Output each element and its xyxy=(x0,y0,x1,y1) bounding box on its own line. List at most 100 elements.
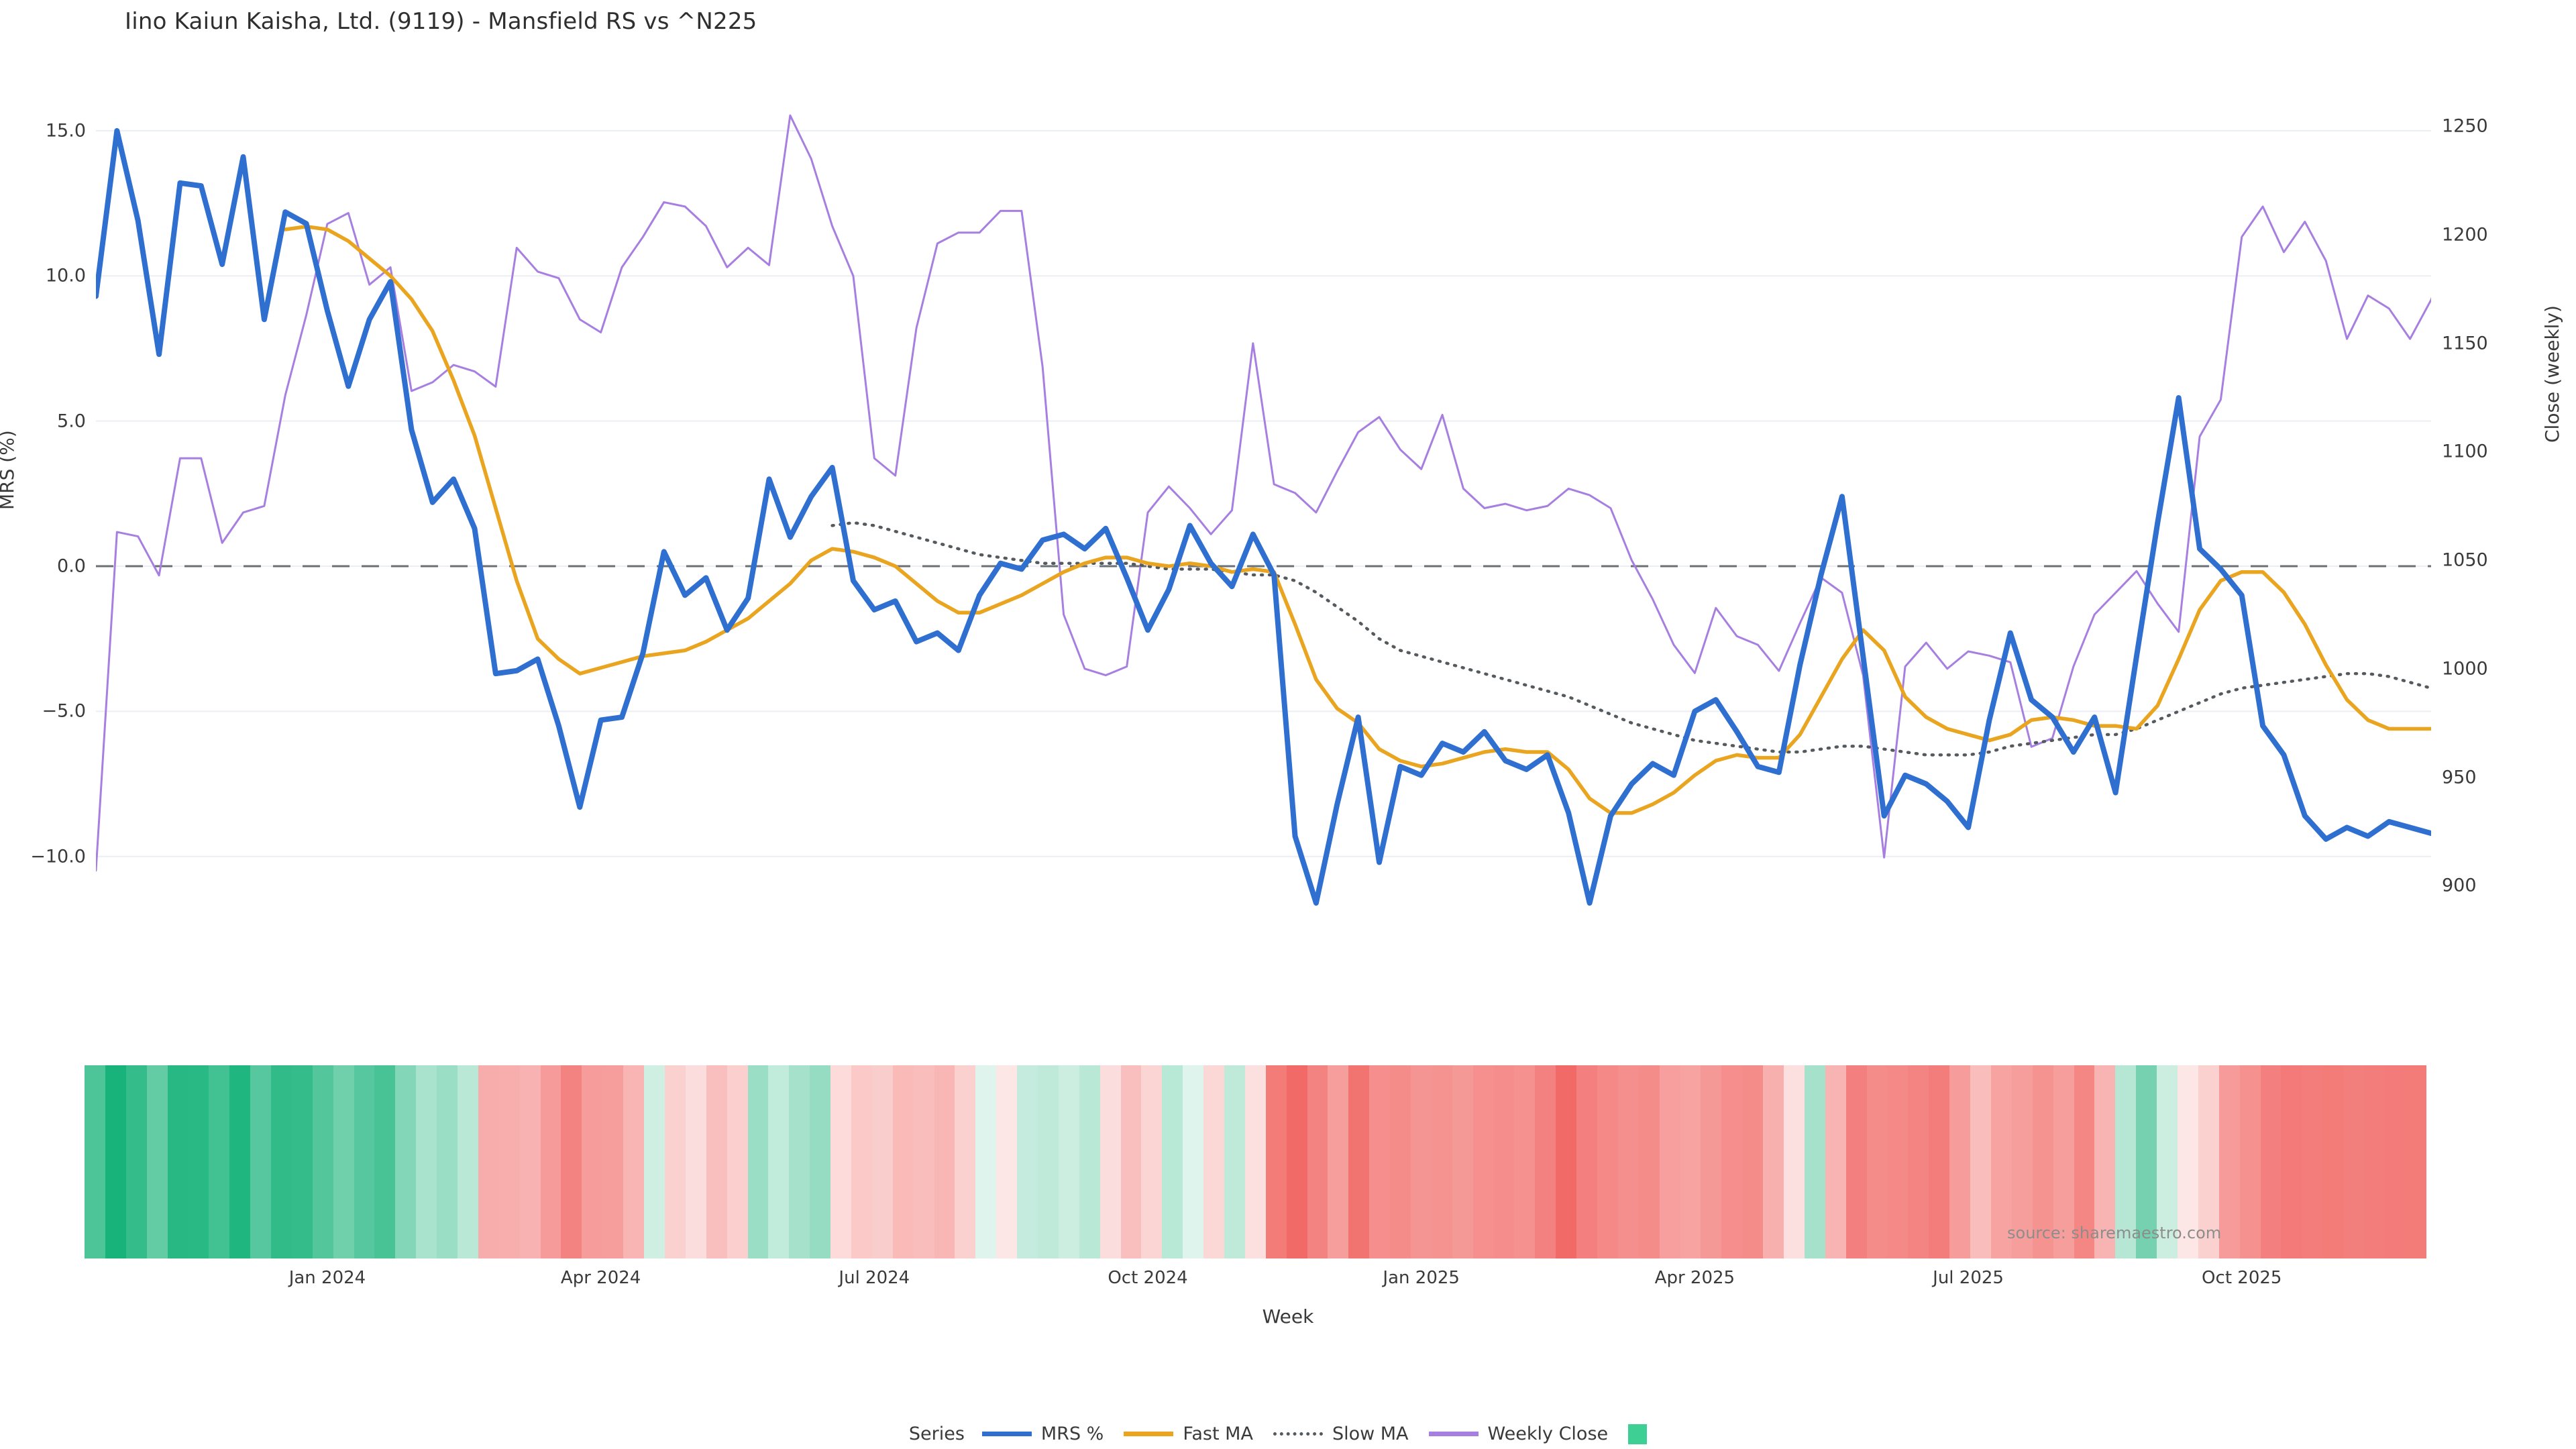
heatmap-cell xyxy=(146,1065,168,1258)
heatmap-cell xyxy=(2074,1065,2095,1258)
heatmap-cell xyxy=(498,1065,520,1258)
heatmap-cell xyxy=(1079,1065,1100,1258)
y-tick-right: 1250 xyxy=(2442,115,2488,137)
heatmap-cell xyxy=(1493,1065,1515,1258)
heatmap-cell xyxy=(1701,1065,1722,1258)
legend-item[interactable]: Fast MA xyxy=(1124,1424,1253,1444)
legend-item-label: Slow MA xyxy=(1332,1424,1409,1444)
heatmap-cell xyxy=(1431,1065,1452,1258)
x-axis-ticks: Jan 2024 Apr 2024 Jul 2024 Oct 2024 Jan 2025… xyxy=(0,1268,2576,1295)
legend-item[interactable]: MRS % xyxy=(981,1424,1104,1444)
heatmap-cell xyxy=(1742,1065,1764,1258)
heatmap-cell xyxy=(1265,1065,1287,1258)
mrs-heatmap-strip xyxy=(85,1065,2426,1258)
legend-line-icon xyxy=(981,1432,1032,1436)
heatmap-cell xyxy=(789,1065,810,1258)
heatmap-cell xyxy=(354,1065,375,1258)
legend-item[interactable] xyxy=(1628,1424,1648,1444)
heatmap-cell xyxy=(1037,1065,1059,1258)
heatmap-cell xyxy=(996,1065,1018,1258)
heatmap-cell xyxy=(1597,1065,1618,1258)
heatmap-cell xyxy=(105,1065,126,1258)
heatmap-cell xyxy=(291,1065,313,1258)
heatmap-cell xyxy=(1452,1065,1473,1258)
y-tick-right: 900 xyxy=(2442,875,2477,896)
x-tick-label: Jul 2025 xyxy=(1933,1268,2004,1288)
heatmap-cell xyxy=(2032,1065,2053,1258)
heatmap-cell xyxy=(892,1065,914,1258)
legend-line-icon xyxy=(1428,1432,1479,1436)
heatmap-cell xyxy=(582,1065,603,1258)
heatmap-cell xyxy=(395,1065,417,1258)
heatmap-cell xyxy=(1328,1065,1349,1258)
x-axis-title: Week xyxy=(1262,1305,1314,1328)
heatmap-cell xyxy=(374,1065,396,1258)
heatmap-cell xyxy=(1286,1065,1307,1258)
heatmap-cell xyxy=(975,1065,997,1258)
heatmap-cell xyxy=(913,1065,934,1258)
heatmap-cell xyxy=(1680,1065,1701,1258)
legend-item[interactable]: Weekly Close xyxy=(1428,1424,1608,1444)
heatmap-cell xyxy=(1929,1065,1950,1258)
heatmap-cell xyxy=(458,1065,478,1258)
heatmap-cell xyxy=(1307,1065,1328,1258)
heatmap-cell xyxy=(1949,1065,1971,1258)
heatmap-cell xyxy=(188,1065,209,1258)
heatmap-cell xyxy=(2157,1065,2178,1258)
heatmap-cell xyxy=(2384,1065,2406,1258)
heatmap-cell xyxy=(2322,1065,2344,1258)
heatmap-cell xyxy=(747,1065,769,1258)
x-tick-label: Apr 2024 xyxy=(560,1268,641,1288)
x-tick-label: Jan 2024 xyxy=(288,1268,366,1288)
heatmap-cell xyxy=(2136,1065,2157,1258)
heatmap-cell xyxy=(250,1065,272,1258)
heatmap-cell xyxy=(1659,1065,1680,1258)
y-tick-left: 10.0 xyxy=(45,265,86,286)
heatmap-cell xyxy=(1120,1065,1142,1258)
legend-item[interactable]: Slow MA xyxy=(1273,1424,1409,1444)
heatmap-cell xyxy=(1576,1065,1598,1258)
page-title: Iino Kaiun Kaisha, Ltd. (9119) - Mansfie… xyxy=(125,8,757,35)
chart-canvas xyxy=(96,87,2431,929)
heatmap-cell xyxy=(1514,1065,1536,1258)
legend-item-label: Fast MA xyxy=(1183,1424,1253,1444)
source-attribution: source: sharemaestro.com xyxy=(2007,1224,2222,1242)
legend-item-label: MRS % xyxy=(1040,1424,1104,1444)
y-tick-right: 1200 xyxy=(2442,224,2488,246)
heatmap-cell xyxy=(871,1065,893,1258)
y-tick-right: 1100 xyxy=(2442,441,2488,462)
heatmap-cell xyxy=(1224,1065,1245,1258)
heatmap-cell xyxy=(2053,1065,2074,1258)
heatmap-cell xyxy=(1845,1065,1867,1258)
heatmap-cell xyxy=(167,1065,189,1258)
heatmap-cell xyxy=(1162,1065,1183,1258)
heatmap-cell xyxy=(1887,1065,1909,1258)
heatmap-cell xyxy=(1099,1065,1121,1258)
x-tick-label: Apr 2025 xyxy=(1654,1268,1735,1288)
x-tick-label: Oct 2025 xyxy=(2202,1268,2282,1288)
heatmap-cell xyxy=(540,1065,561,1258)
heatmap-cell xyxy=(2260,1065,2282,1258)
heatmap-cell xyxy=(2218,1065,2240,1258)
y-tick-right: 1000 xyxy=(2442,658,2488,680)
heatmap-cell xyxy=(1617,1065,1639,1258)
y-tick-left: −10.0 xyxy=(30,846,86,867)
y-tick-right: 950 xyxy=(2442,767,2477,788)
y-tick-left: 0.0 xyxy=(57,555,86,577)
heatmap-cell xyxy=(602,1065,624,1258)
y-tick-right: 1150 xyxy=(2442,333,2488,354)
heatmap-cell xyxy=(1244,1065,1266,1258)
heatmap-cell xyxy=(1763,1065,1784,1258)
heatmap-cell xyxy=(229,1065,251,1258)
heatmap-cell xyxy=(85,1065,105,1258)
heatmap-cell xyxy=(125,1065,147,1258)
x-tick-label: Jan 2025 xyxy=(1383,1268,1460,1288)
legend-title: Series xyxy=(908,1424,965,1444)
heatmap-cell xyxy=(478,1065,499,1258)
heatmap-cell xyxy=(768,1065,790,1258)
legend-heatmap-swatch-icon xyxy=(1628,1424,1648,1444)
plot-area xyxy=(96,87,2431,929)
